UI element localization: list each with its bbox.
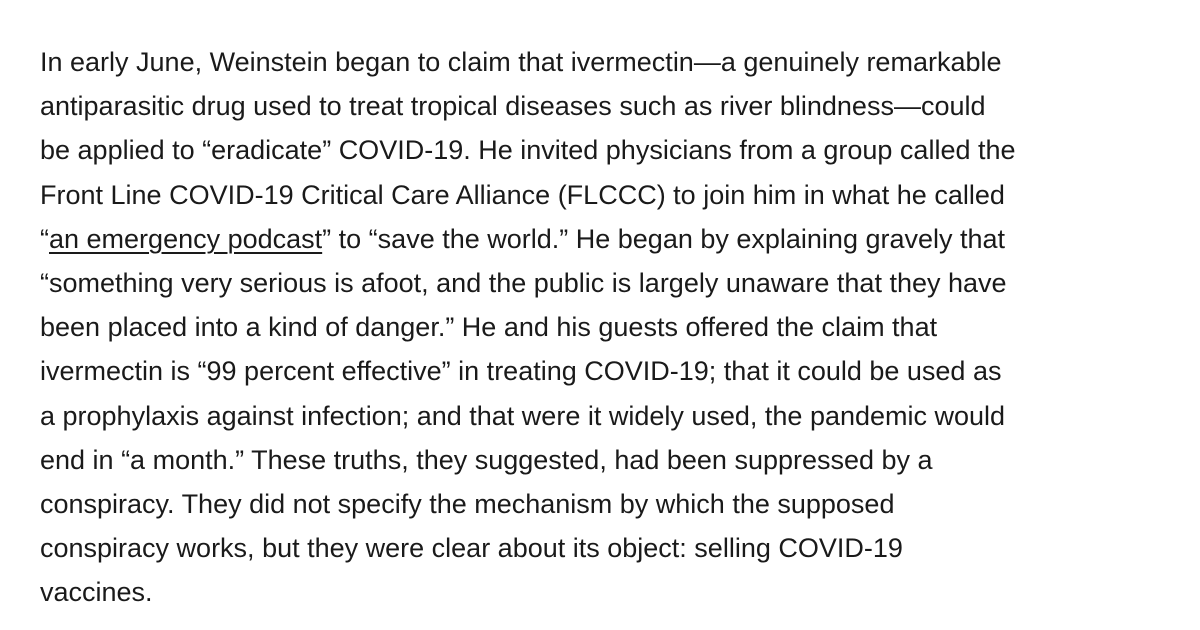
paragraph-line: conspiracy works, but they were clear ab…	[40, 533, 903, 564]
article-paragraph: In early June, Weinstein began to claim …	[40, 40, 1160, 615]
paragraph-line: be applied to “eradicate” COVID-19. He i…	[40, 135, 1016, 166]
paragraph-line: vaccines.	[40, 577, 153, 608]
paragraph-line: conspiracy. They did not specify the mec…	[40, 489, 895, 520]
open-quote: “	[40, 223, 49, 254]
paragraph-line: antiparasitic drug used to treat tropica…	[40, 91, 986, 122]
paragraph-line: “something very serious is afoot, and th…	[40, 268, 1007, 299]
paragraph-line: Front Line COVID-19 Critical Care Allian…	[40, 179, 1005, 210]
line-text: ” to “save the world.” He began by expla…	[322, 223, 1006, 254]
paragraph-line: ivermectin is “99 percent effective” in …	[40, 356, 1002, 387]
paragraph-line-with-link: “an emergency podcast” to “save the worl…	[40, 217, 1160, 261]
paragraph-line: In early June, Weinstein began to claim …	[40, 47, 1002, 77]
paragraph-line: end in “a month.” These truths, they sug…	[40, 444, 933, 475]
emergency-podcast-link[interactable]: an emergency podcast	[49, 223, 323, 254]
paragraph-line: been placed into a kind of danger.” He a…	[40, 312, 938, 343]
article-body: In early June, Weinstein began to claim …	[40, 40, 1160, 615]
paragraph-line: a prophylaxis against infection; and tha…	[40, 400, 1006, 431]
